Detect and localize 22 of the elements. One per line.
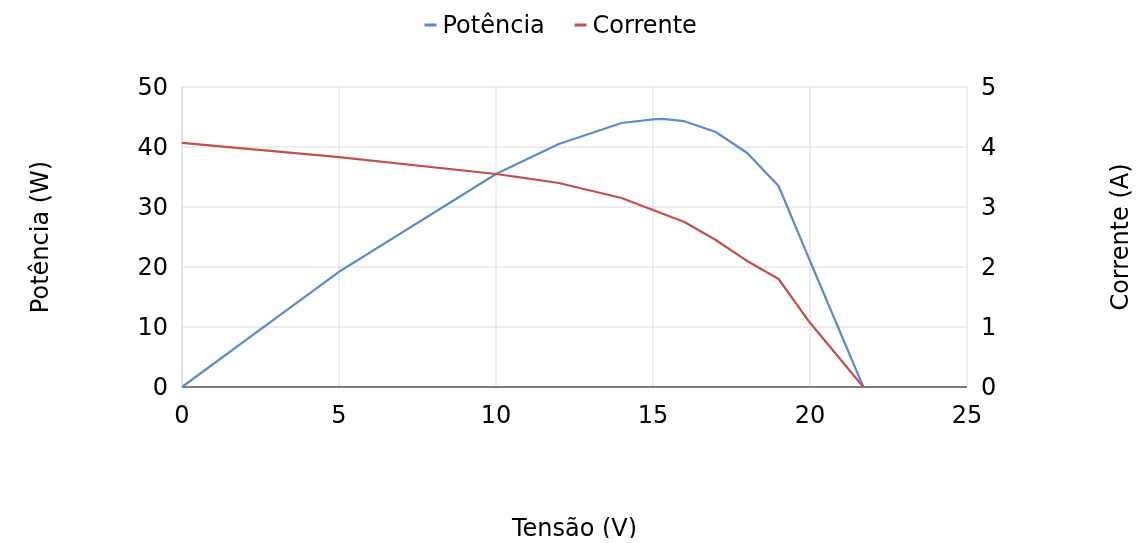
legend-label: Corrente (592, 11, 697, 39)
x-tick-label: 10 (480, 401, 512, 429)
y2-tick-label: 1 (981, 313, 997, 341)
y2-tick-label: 0 (981, 373, 997, 401)
y-tick-label: 20 (137, 253, 168, 281)
y2-tick-label: 4 (981, 133, 997, 161)
x-tick-label: 15 (637, 401, 669, 429)
y-tick-label: 50 (137, 73, 168, 101)
y2-axis-title: Corrente (A) (1106, 163, 1134, 311)
y2-tick-label: 5 (981, 73, 997, 101)
y2-tick-label: 2 (981, 253, 997, 281)
x-tick-label: 25 (951, 401, 983, 429)
y-tick-label: 0 (152, 373, 168, 401)
x-tick-label: 20 (794, 401, 826, 429)
y-axis-title: Potência (W) (26, 160, 54, 314)
x-tick-label: 5 (331, 401, 347, 429)
x-tick-label: 0 (174, 401, 190, 429)
y-tick-label: 10 (137, 313, 168, 341)
y2-tick-label: 3 (981, 193, 997, 221)
y-tick-label: 40 (137, 133, 168, 161)
legend-label: Potência (442, 11, 545, 39)
y-tick-label: 30 (137, 193, 168, 221)
